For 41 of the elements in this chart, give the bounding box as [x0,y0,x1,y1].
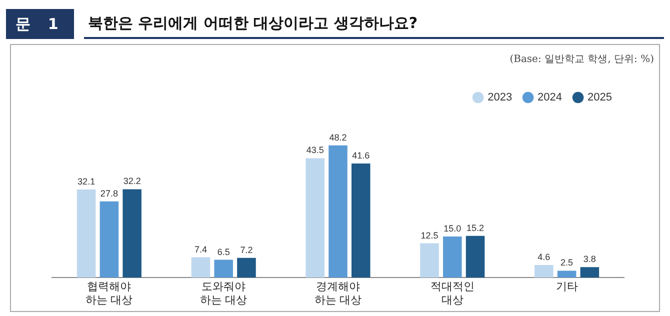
bar [534,264,554,278]
x-tick-label: 경계해야 하는 대상 [314,281,362,306]
bar [237,258,256,278]
data-label: 3.8 [583,254,596,264]
data-label: 2.5 [560,258,574,268]
data-label: 43.5 [306,145,324,156]
x-tick-label: 협력해야 하는 대상 [86,281,133,306]
bar [557,270,576,278]
data-label: 6.5 [217,246,230,257]
chart-title: 북한은 우리에게 어떠한 대상이라고 생각하나요? [84,9,664,39]
data-label: 41.6 [352,150,370,160]
data-label: 15.0 [444,223,462,234]
legend-label: 2023 [488,92,512,104]
bar [352,163,370,278]
bar [100,201,119,278]
data-label: 12.5 [420,230,438,240]
text: 문 1 [6,9,74,39]
bar [191,257,210,278]
data-label: 7.4 [194,244,207,254]
bar [76,190,96,278]
bar [420,243,439,278]
bar [214,260,233,278]
bar [328,145,348,278]
data-label: 32.2 [123,176,141,186]
bar [122,189,142,278]
bar [580,267,600,278]
bar [466,236,485,278]
x-tick-label: 도와줘야 하는 대상 [200,281,248,306]
x-tick-label: 적대적인 대상 [430,281,474,306]
data-label: 48.2 [329,132,347,142]
x-tick-label: 기타 [556,281,578,294]
data-label: 7.2 [240,244,253,255]
data-label: 15.2 [466,222,484,233]
legend-label: 2024 [538,92,562,104]
legend-label: 2025 [588,92,612,104]
bar [443,236,462,278]
data-label: 27.8 [100,188,118,198]
data-label: 32.1 [78,176,96,187]
bar [306,158,324,278]
text: (Base: 일반학교 학생, 단위: %) [510,53,654,66]
data-label: 4.6 [538,252,550,262]
